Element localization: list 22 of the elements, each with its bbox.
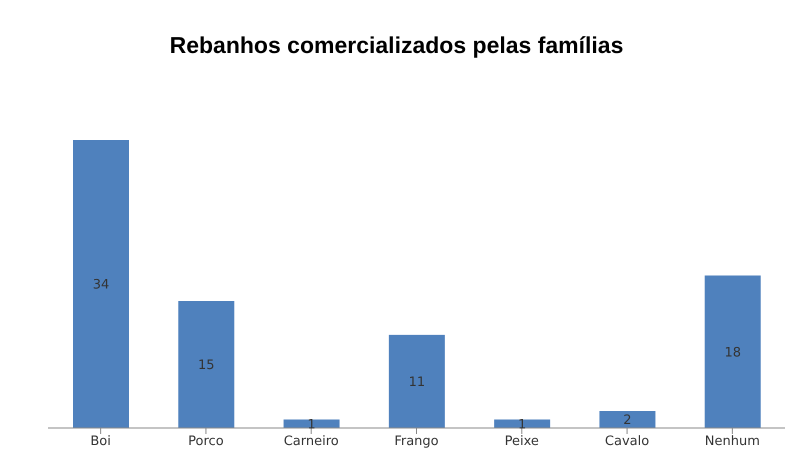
x-tick-label: Boi xyxy=(90,434,111,450)
bar xyxy=(599,411,656,428)
bar xyxy=(704,276,761,428)
data-label: 1 xyxy=(518,417,526,432)
data-label: 2 xyxy=(623,413,632,428)
x-tick-label: Carneiro xyxy=(284,434,339,450)
bar xyxy=(178,300,234,428)
bar xyxy=(388,334,445,428)
bar xyxy=(284,420,340,428)
data-label: 15 xyxy=(198,358,215,374)
x-tick-label: Nenhum xyxy=(704,434,760,450)
chart-title: Rebanhos comercializados pelas famílias xyxy=(168,32,624,59)
data-label: 18 xyxy=(724,345,741,360)
x-tick-label: Frango xyxy=(394,434,439,450)
data-label: 1 xyxy=(307,417,316,432)
bar xyxy=(494,420,550,428)
bar xyxy=(73,140,129,428)
x-tick-label: Porco xyxy=(188,434,224,450)
x-tick-label: Peixe xyxy=(504,434,539,450)
data-label: 34 xyxy=(92,278,110,293)
data-label: 11 xyxy=(408,375,426,390)
x-tick-label: Cavalo xyxy=(604,434,650,450)
